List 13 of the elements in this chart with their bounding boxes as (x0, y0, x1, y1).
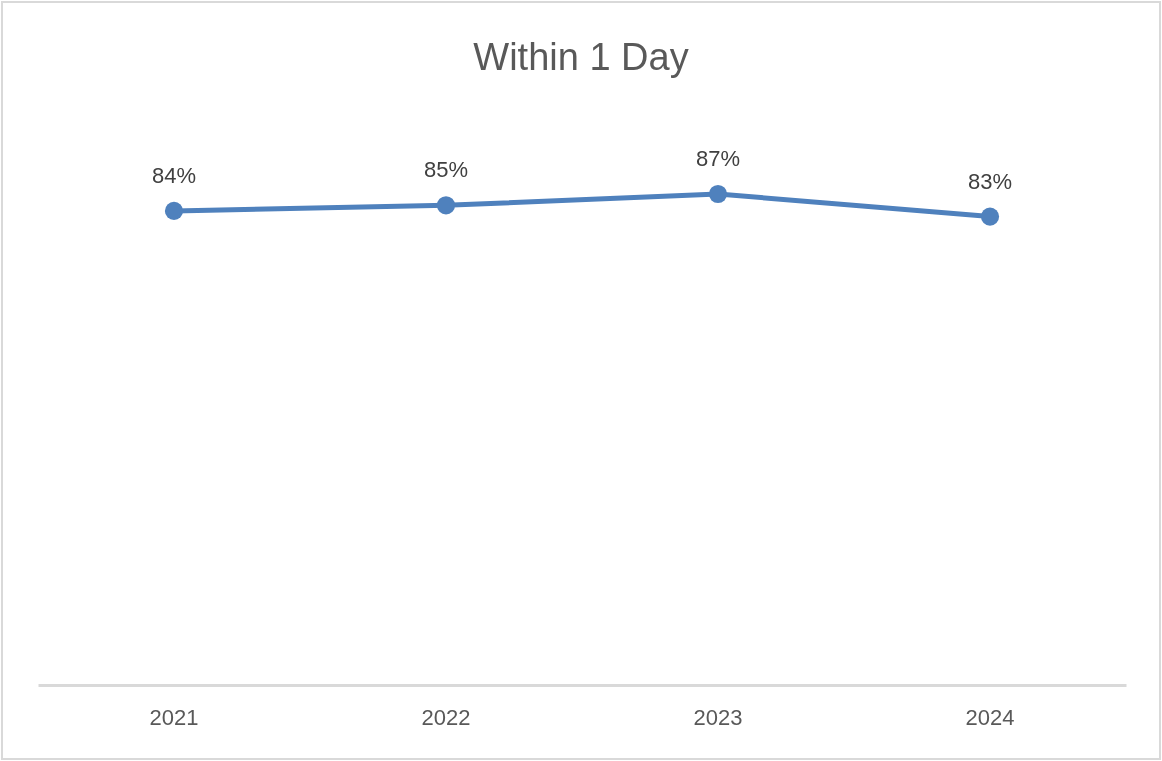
x-tick-label: 2023 (693, 704, 743, 730)
point (164, 201, 184, 221)
data-label: 87% (695, 146, 741, 171)
x-tick-label: 2022 (421, 704, 471, 730)
data-label: 85% (423, 157, 469, 183)
x-tick-label: 2021 (149, 704, 199, 730)
data-label: 83% (967, 168, 1013, 194)
point (980, 207, 1000, 226)
chart-title: Within 1 Day (473, 36, 689, 78)
point (436, 196, 456, 215)
point (708, 184, 728, 204)
x-tick-label: 2024 (965, 704, 1015, 730)
data-label: 84% (151, 162, 197, 188)
